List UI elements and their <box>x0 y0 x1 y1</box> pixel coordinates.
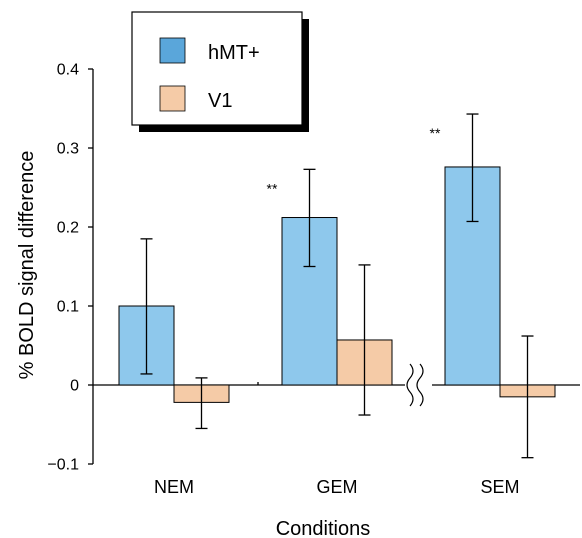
legend-swatch-v1 <box>159 85 186 112</box>
category-label-sem: SEM <box>480 477 519 497</box>
significance-marker: ** <box>430 125 441 141</box>
y-tick-label: −0.1 <box>47 457 79 474</box>
legend-label-v1: V1 <box>208 90 232 112</box>
plot-area: 0.4 0.3 0.2 0.1 0 −0.1 NEM GEM SEM ** ** <box>47 62 580 497</box>
significance-marker: ** <box>267 180 278 196</box>
y-axis-title: % BOLD signal difference <box>16 151 38 380</box>
y-tick-label: 0.1 <box>57 299 79 316</box>
category-label-nem: NEM <box>154 477 194 497</box>
axis-break-mark <box>406 363 414 407</box>
legend: hMT+ V1 <box>131 11 309 132</box>
legend-swatch-hmt <box>159 37 186 64</box>
category-label-gem: GEM <box>316 477 357 497</box>
bar-hmt-gem <box>281 217 338 386</box>
y-tick-label: 0.2 <box>57 220 79 237</box>
axis-break-mark <box>416 363 424 407</box>
y-tick-label: 0.4 <box>57 62 79 79</box>
x-axis-title: Conditions <box>276 518 371 538</box>
legend-label-hmt: hMT+ <box>208 42 260 64</box>
y-tick-label: 0.3 <box>57 141 79 158</box>
y-tick-label: 0 <box>70 378 79 395</box>
